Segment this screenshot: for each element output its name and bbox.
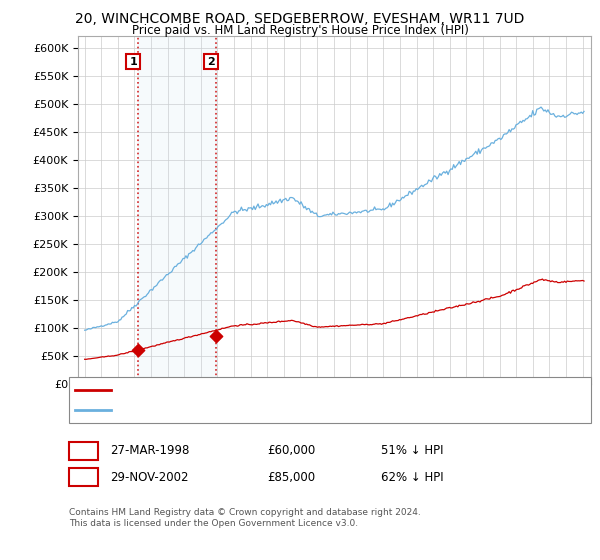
Text: 20, WINCHCOMBE ROAD, SEDGEBERROW, EVESHAM, WR11 7UD: 20, WINCHCOMBE ROAD, SEDGEBERROW, EVESHA… (76, 12, 524, 26)
Text: 29-NOV-2002: 29-NOV-2002 (110, 470, 188, 484)
Text: Contains HM Land Registry data © Crown copyright and database right 2024.
This d: Contains HM Land Registry data © Crown c… (69, 508, 421, 528)
Text: 1: 1 (129, 57, 137, 67)
Text: £60,000: £60,000 (267, 444, 315, 458)
Point (211, 332, 221, 340)
Text: £85,000: £85,000 (267, 470, 315, 484)
Text: HPI: Average price, detached house, Wychavon: HPI: Average price, detached house, Wych… (116, 405, 363, 415)
Point (133, 346, 143, 354)
Text: 27-MAR-1998: 27-MAR-1998 (110, 444, 189, 458)
Text: 1: 1 (79, 444, 88, 458)
Text: Price paid vs. HM Land Registry's House Price Index (HPI): Price paid vs. HM Land Registry's House … (131, 24, 469, 37)
Text: 2: 2 (79, 470, 88, 484)
Text: 2: 2 (207, 57, 215, 67)
Text: 62% ↓ HPI: 62% ↓ HPI (381, 470, 443, 484)
Text: 51% ↓ HPI: 51% ↓ HPI (381, 444, 443, 458)
Text: 20, WINCHCOMBE ROAD, SEDGEBERROW, EVESHAM, WR11 7UD (detached house): 20, WINCHCOMBE ROAD, SEDGEBERROW, EVESHA… (116, 385, 547, 395)
Bar (138, 36, 216, 384)
